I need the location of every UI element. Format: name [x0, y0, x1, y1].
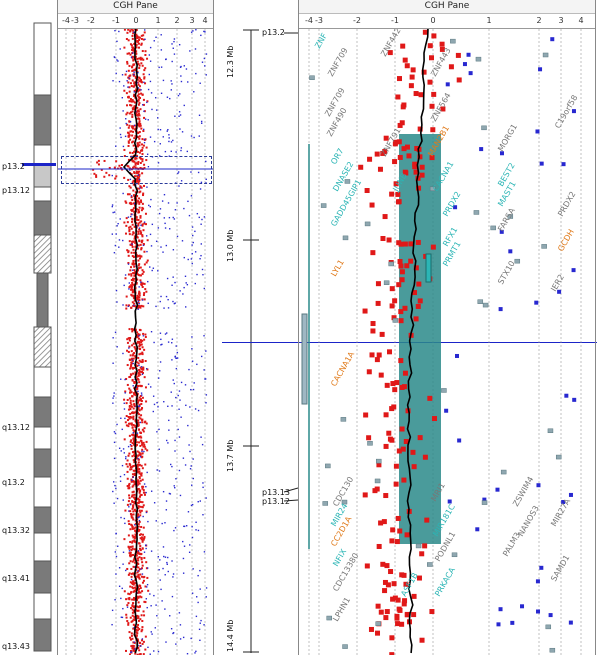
gene-label[interactable]: FARSA [496, 206, 517, 233]
left-tick: -2 [87, 16, 95, 25]
right-tick: 3 [558, 16, 564, 25]
band-label-q13-41: q13.41 [2, 574, 30, 583]
right-tick: -3 [315, 16, 323, 25]
gene-label[interactable]: CACNA1A [329, 350, 357, 388]
band-label-q13-2: q13.2 [2, 478, 25, 487]
left-cgh-scatter [58, 29, 213, 655]
gene-label[interactable]: NANOS3 [516, 504, 541, 538]
mb-label-12-3: 12.3 Mb [226, 45, 235, 78]
gene-label[interactable]: GCDH [556, 227, 576, 253]
gene-label[interactable]: JUNB [391, 171, 409, 193]
left-tick: -1 [112, 16, 120, 25]
mb-label-13-0: 13.0 Mb [226, 229, 235, 262]
mb-scale-svg [243, 29, 259, 653]
band-label-p13-2-left: p13.2 [2, 162, 25, 171]
band-leader-lines [283, 32, 299, 502]
mb-scale [213, 28, 263, 655]
gene-label[interactable]: PRKACA [433, 565, 457, 598]
gene-label[interactable]: SAMD1 [549, 553, 572, 583]
band-label-p13-12-right: p13.12 [262, 497, 290, 506]
gene-label[interactable]: CACNA1 [431, 159, 456, 193]
ideogram-selection-marker[interactable] [22, 163, 56, 166]
band-label-p13-2-right: p13.2 [262, 28, 285, 37]
left-tick: 2 [174, 16, 180, 25]
gene-label-layer: ZNF ZNF709 ZNF709 ZNF490 OR7 DNASE2 GADD45GIP1… [299, 29, 595, 655]
band-label-q13-43: q13.43 [2, 642, 30, 651]
right-tick: 2 [536, 16, 542, 25]
band-label-p13-12-left: p13.12 [2, 186, 30, 195]
right-tick: -1 [391, 16, 399, 25]
mb-label-14-4: 14.4 Mb [226, 619, 235, 652]
right-tick: -4 [305, 16, 313, 25]
gene-label[interactable]: STX10 [496, 259, 517, 286]
gene-label[interactable]: C19orf58 [553, 93, 580, 130]
gene-label[interactable]: ZNF709 [326, 46, 350, 78]
gene-label[interactable]: MRI1 [429, 481, 447, 503]
gene-label[interactable]: ZNF791 [379, 126, 403, 158]
mb-label-13-7: 13.7 Mb [226, 439, 235, 472]
left-pane-axis: -4 -3 -2 -1 0 1 2 3 4 [58, 14, 213, 29]
gene-label[interactable]: OR7 [329, 146, 346, 166]
left-tick: 4 [202, 16, 208, 25]
gene-label[interactable]: MORG1 [496, 122, 520, 153]
right-cgh-scatter [301, 29, 582, 655]
left-tick: 3 [189, 16, 195, 25]
gene-label[interactable]: ASF1B [399, 571, 420, 598]
gene-label[interactable]: ZNF443 [429, 46, 453, 78]
band-label-q13-32: q13.32 [2, 526, 30, 535]
gene-label[interactable]: MAN2B1 [426, 124, 452, 158]
gene-label[interactable]: PRDX2 [556, 190, 578, 218]
right-pane-title: CGH Pane [299, 0, 595, 14]
left-tick: 1 [155, 16, 161, 25]
gene-label[interactable]: ZNF442 [379, 29, 403, 58]
left-tick: -4 [62, 16, 70, 25]
left-tick: 0 [133, 16, 139, 25]
gene-label[interactable]: ZNF [313, 31, 330, 50]
band-label-q13-12: q13.12 [2, 423, 30, 432]
ideogram-svg [33, 22, 52, 652]
gene-label[interactable]: LPHN1 [331, 595, 353, 623]
gene-label[interactable]: LYL1 [329, 258, 346, 278]
gene-label[interactable]: MIR27A [549, 497, 573, 528]
right-tick: -2 [353, 16, 361, 25]
left-pane-title: CGH Pane [58, 0, 213, 14]
right-tick: 0 [430, 16, 436, 25]
left-cgh-pane[interactable]: CGH Pane -4 -3 -2 -1 0 1 2 3 4 [57, 0, 214, 655]
left-zoom-region[interactable] [61, 156, 212, 184]
band-label-p13-13-right: p13.13 [262, 488, 290, 497]
right-tick: 1 [486, 16, 492, 25]
gene-label[interactable]: ZSWIM4 [511, 475, 536, 508]
right-cgh-pane[interactable]: CGH Pane -4 -3 -2 -1 0 1 2 3 4 ZNF ZNF709… [298, 0, 596, 655]
chromosome-ideogram[interactable] [33, 22, 53, 652]
gene-label[interactable]: ZNF564 [429, 91, 453, 123]
left-tick: -3 [71, 16, 79, 25]
right-pane-axis: -4 -3 -2 -1 0 1 2 3 4 [299, 14, 595, 29]
right-tick: 4 [578, 16, 584, 25]
gene-label[interactable]: PRDX2 [441, 190, 463, 218]
gene-label[interactable]: IER2 [549, 272, 567, 293]
